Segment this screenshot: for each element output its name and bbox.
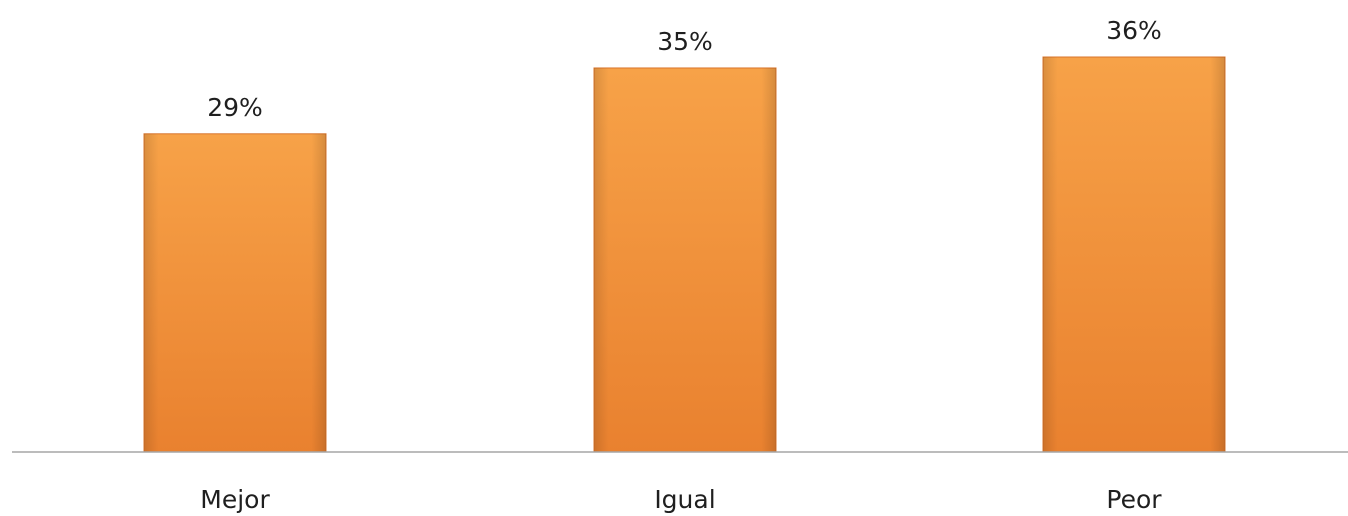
data-label-peor: 36% bbox=[1106, 16, 1162, 45]
category-label-mejor: Mejor bbox=[200, 485, 270, 514]
category-label-igual: Igual bbox=[654, 485, 715, 514]
bars-group bbox=[143, 56, 1226, 453]
data-labels-group: 29% 35% 36% bbox=[207, 16, 1162, 122]
data-label-igual: 35% bbox=[657, 27, 713, 56]
bar-shading-mejor bbox=[144, 133, 326, 453]
category-labels-group: Mejor Igual Peor bbox=[200, 485, 1162, 514]
data-label-mejor: 29% bbox=[207, 93, 263, 122]
bar-shading-igual bbox=[594, 67, 776, 452]
category-label-peor: Peor bbox=[1106, 485, 1162, 514]
bar-shading-peor bbox=[1043, 57, 1225, 452]
